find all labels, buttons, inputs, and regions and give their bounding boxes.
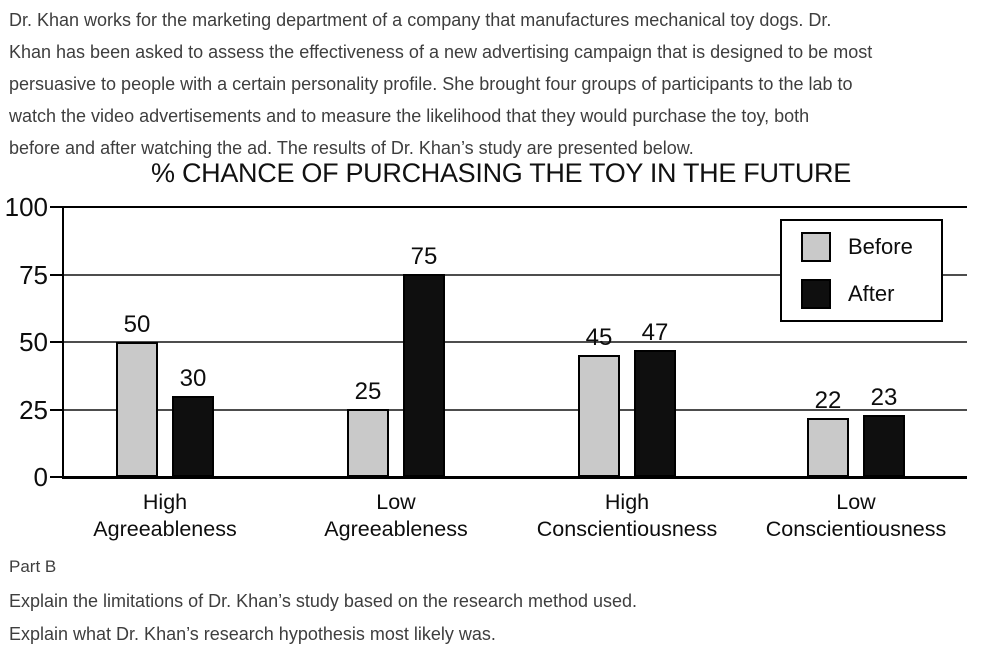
- before-value-label-2: 25: [354, 378, 382, 405]
- y-axis-label-100: 100: [4, 192, 48, 222]
- gridline-75: [62, 273, 967, 276]
- y-tick-100: [50, 206, 62, 208]
- after-swatch-icon: [801, 279, 831, 309]
- after-value-label-2: 75: [410, 243, 438, 270]
- x-axis-label-line: Low: [376, 490, 416, 514]
- intro-line: Khan has been asked to assess the effect…: [9, 42, 873, 62]
- before-bar-3: [578, 355, 620, 477]
- after-value-label-3: 47: [641, 319, 669, 346]
- part-b-label: Part B: [9, 557, 57, 576]
- chart-legend: Before After: [780, 219, 943, 322]
- legend-row-before: Before: [801, 232, 941, 262]
- intro-line: before and after watching the ad. The re…: [9, 138, 694, 158]
- bar-chart: % CHANCE OF PURCHASING THE TOY IN THE FU…: [0, 157, 1002, 549]
- after-bar-2: [403, 274, 445, 477]
- y-tick-0: [50, 476, 62, 478]
- x-axis-label-line: Conscientiousness: [765, 517, 947, 541]
- before-swatch-icon: [801, 232, 831, 262]
- question-line: Explain the limitations of Dr. Khan’s st…: [9, 591, 638, 611]
- y-tick-50: [50, 341, 62, 343]
- x-axis-label-line: Low: [836, 490, 876, 514]
- y-axis-label-0: 0: [33, 462, 48, 492]
- part-b-questions: Explain the limitations of Dr. Khan’s st…: [9, 585, 999, 650]
- before-value-label-3: 45: [585, 324, 613, 351]
- after-bar-1: [172, 396, 214, 477]
- after-bar-3: [634, 350, 676, 477]
- legend-label-after: After: [848, 281, 895, 306]
- gridline-50: [62, 341, 967, 343]
- before-value-label-4: 22: [814, 387, 842, 414]
- legend-label-before: Before: [848, 234, 913, 259]
- intro-line: watch the video advertisements and to me…: [9, 106, 810, 126]
- y-axis-label-50: 50: [19, 327, 48, 357]
- x-axis-label-2: Low Agreeableness: [271, 489, 521, 543]
- chart-title: % CHANCE OF PURCHASING THE TOY IN THE FU…: [151, 158, 851, 188]
- after-value-label-4: 23: [870, 384, 898, 411]
- after-bar-4: [863, 415, 905, 477]
- y-tick-25: [50, 408, 62, 411]
- after-value-label-1: 30: [179, 365, 207, 392]
- legend-row-after: After: [801, 279, 941, 309]
- intro-line: persuasive to people with a certain pers…: [9, 74, 853, 94]
- x-axis-label-line: Conscientiousness: [536, 517, 718, 541]
- before-bar-1: [116, 342, 158, 477]
- x-axis-label-3: High Conscientiousness: [502, 489, 752, 543]
- y-axis-line: [62, 207, 64, 479]
- y-axis-label-25: 25: [19, 394, 48, 425]
- gridline-100: [62, 206, 967, 208]
- before-bar-4: [807, 418, 849, 477]
- y-tick-75: [50, 273, 62, 276]
- x-axis-label-1: High Agreeableness: [40, 489, 290, 543]
- intro-line: Dr. Khan works for the marketing departm…: [9, 10, 832, 30]
- x-axis-label-line: High: [604, 490, 650, 514]
- x-axis-label-4: Low Conscientiousness: [731, 489, 981, 543]
- question-line: Explain what Dr. Khan’s research hypothe…: [9, 623, 496, 644]
- x-axis-label-line: Agreeableness: [93, 517, 237, 541]
- gridline-0: [62, 475, 967, 479]
- intro-paragraph: Dr. Khan works for the marketing departm…: [9, 4, 999, 164]
- x-axis-label-line: High: [142, 490, 188, 514]
- x-axis-label-line: Agreeableness: [324, 517, 468, 541]
- y-axis-label-75: 75: [19, 259, 48, 290]
- before-value-label-1: 50: [123, 311, 151, 338]
- before-bar-2: [347, 409, 389, 477]
- gridline-25: [62, 408, 967, 411]
